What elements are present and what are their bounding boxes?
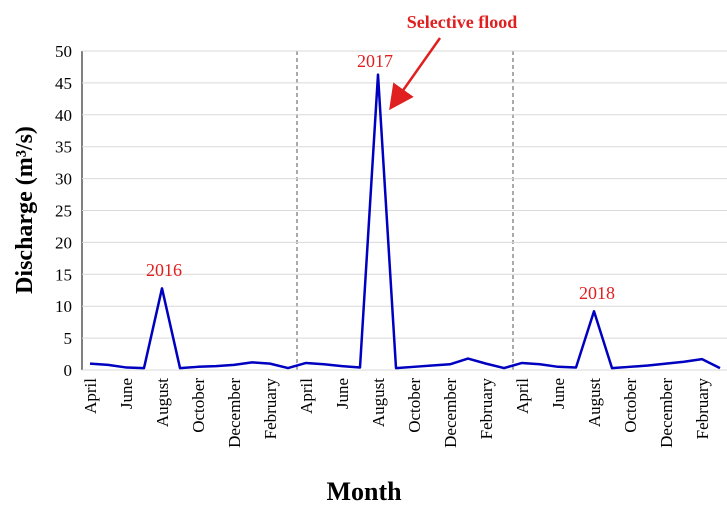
x-tick-label: December	[657, 378, 676, 448]
y-tick-label: 0	[64, 361, 73, 380]
x-tick-label: December	[441, 378, 460, 448]
annotation: 2017	[357, 51, 393, 71]
data-line	[89, 73, 721, 370]
x-tick-label: December	[225, 378, 244, 448]
x-tick-label: February	[261, 378, 280, 440]
y-tick-label: 5	[64, 329, 73, 348]
x-tick-label: June	[549, 378, 568, 409]
x-tick-label: April	[297, 378, 316, 414]
y-tick-label: 25	[55, 202, 72, 221]
x-tick-label: June	[117, 378, 136, 409]
x-tick-label: August	[369, 378, 388, 427]
x-tick-label: October	[189, 378, 208, 433]
y-axis-label: Discharge (m³/s)	[12, 126, 38, 294]
x-axis-label: Month	[326, 477, 402, 506]
x-tick-label: August	[153, 378, 172, 427]
x-tick-label: February	[477, 378, 496, 440]
y-tick-label: 45	[55, 74, 72, 93]
annotation: 2016	[146, 260, 182, 280]
x-tick-label: June	[333, 378, 352, 409]
x-tick-label: April	[513, 378, 532, 414]
y-tick-label: 20	[55, 233, 72, 252]
y-tick-label: 50	[55, 42, 72, 61]
x-tick-label: August	[585, 378, 604, 427]
y-tick-label: 30	[55, 170, 72, 189]
x-tick-label: October	[405, 378, 424, 433]
x-tick-label: October	[621, 378, 640, 433]
annotation: 2018	[579, 283, 615, 303]
annotation: Selective flood	[407, 12, 517, 32]
x-tick-label: April	[81, 378, 100, 414]
y-tick-label: 10	[55, 297, 72, 316]
y-tick-label: 15	[55, 265, 72, 284]
y-tick-label: 35	[55, 138, 72, 157]
x-tick-label: February	[693, 378, 712, 440]
arrow	[389, 37, 442, 111]
y-tick-label: 40	[55, 106, 72, 125]
